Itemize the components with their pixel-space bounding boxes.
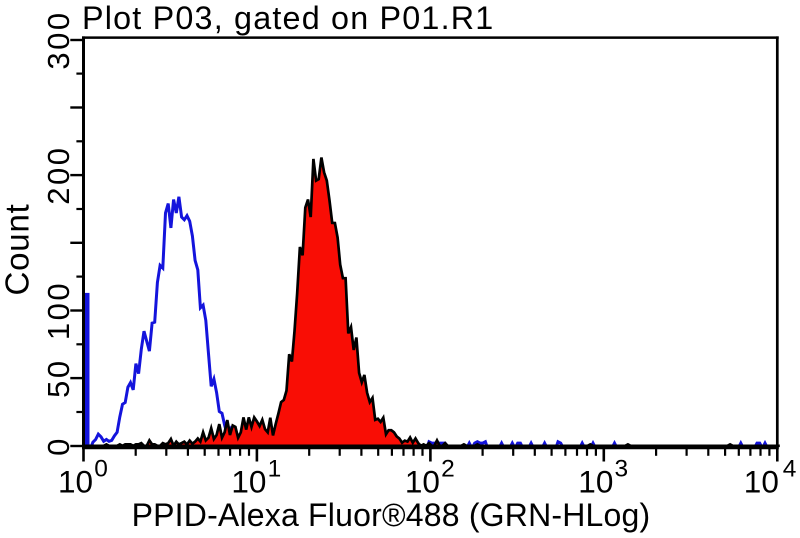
svg-text:10: 10: [58, 464, 93, 500]
svg-text:0: 0: [41, 436, 76, 456]
svg-text:2: 2: [441, 456, 455, 483]
svg-text:200: 200: [41, 145, 76, 204]
svg-text:3: 3: [615, 456, 629, 483]
svg-text:100: 100: [41, 281, 76, 340]
svg-text:1: 1: [268, 456, 282, 483]
svg-text:4: 4: [783, 456, 797, 483]
svg-text:50: 50: [41, 358, 76, 397]
svg-text:Count: Count: [0, 203, 36, 295]
svg-text:0: 0: [94, 456, 108, 483]
svg-text:PPID-Alexa Fluor®488 (GRN-HLog: PPID-Alexa Fluor®488 (GRN-HLog): [132, 497, 651, 533]
svg-text:300: 300: [41, 10, 76, 69]
svg-text:Plot P03, gated on P01.R1: Plot P03, gated on P01.R1: [82, 0, 494, 36]
svg-text:10: 10: [744, 464, 779, 500]
svg-text:10: 10: [405, 464, 440, 500]
svg-text:10: 10: [578, 464, 613, 500]
svg-text:10: 10: [231, 464, 266, 500]
